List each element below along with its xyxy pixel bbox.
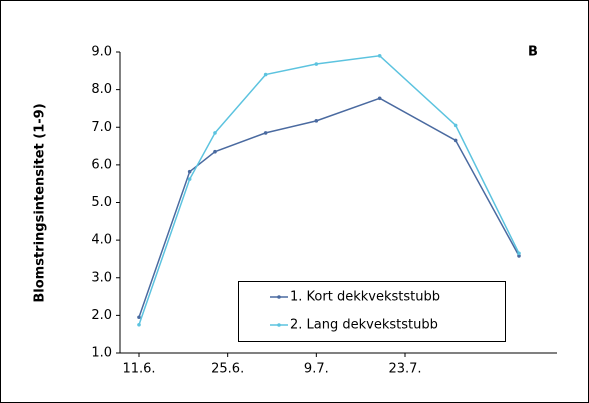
point: [453, 138, 458, 143]
y-tick-label: 4.0: [91, 233, 112, 248]
x-tick-label: 11.6.: [122, 362, 155, 377]
y-tick-label: 8.0: [91, 82, 112, 97]
point: [314, 119, 319, 123]
point: [453, 123, 458, 128]
point: [187, 177, 192, 181]
x-tick-label: 9.7.: [304, 362, 329, 377]
y-tick-label: 9.0: [91, 45, 112, 60]
point: [137, 315, 141, 320]
x-tick-label: 25.6.: [211, 362, 244, 377]
point: [263, 131, 268, 135]
y-tick-label: 5.0: [91, 195, 112, 210]
y-tick-label: 3.0: [91, 270, 112, 285]
point: [517, 254, 521, 258]
point: [137, 322, 141, 327]
series-line: [138, 97, 520, 318]
legend-label: 1. Kort dekkvekststubb: [290, 290, 440, 305]
point: [213, 131, 217, 135]
point: [314, 62, 319, 66]
point: [377, 53, 382, 58]
panel-label: B: [528, 45, 538, 60]
y-tick-label: 6.0: [91, 157, 112, 172]
point: [213, 149, 217, 154]
point: [517, 251, 521, 256]
y-tick-label: 7.0: [91, 120, 112, 135]
legend-marker: [277, 295, 281, 299]
point: [377, 96, 382, 101]
y-axis-label: Blomstringsintensitet (1-9): [33, 103, 48, 302]
legend-box: [238, 281, 506, 342]
point: [263, 72, 268, 77]
legend-label: 2. Lang dekvekststubb: [290, 318, 438, 333]
y-tick-label: 2.0: [91, 308, 112, 323]
series-line: [138, 54, 520, 326]
y-tick-label: 1.0: [91, 346, 112, 361]
legend-marker: [277, 323, 281, 327]
x-tick-label: 23.7.: [388, 362, 421, 377]
point: [187, 169, 192, 174]
